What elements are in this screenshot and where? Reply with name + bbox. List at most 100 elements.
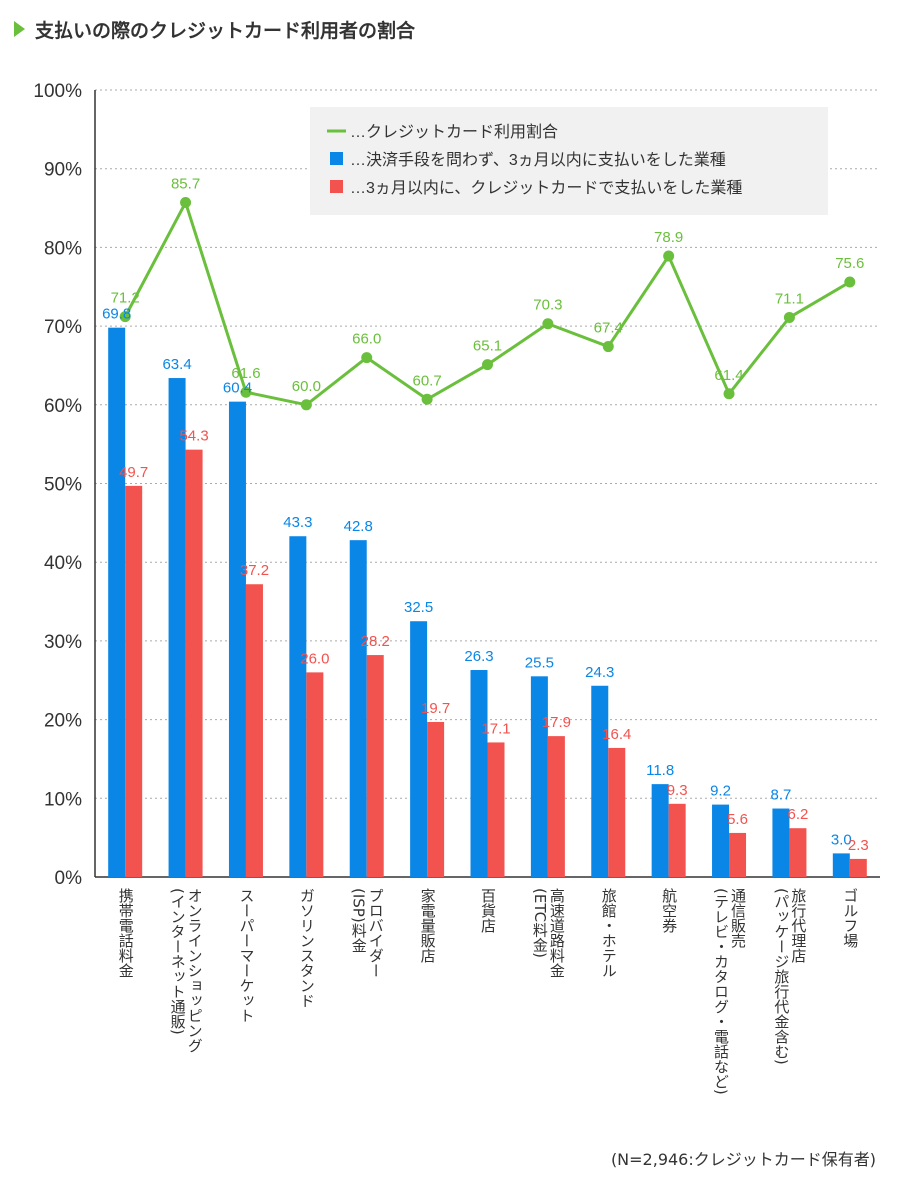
credit-ratio-label: 71.2 — [111, 290, 140, 307]
legend-square-swatch — [330, 180, 343, 193]
y-tick-label: 0% — [55, 868, 83, 889]
bar-credit — [547, 736, 565, 877]
bar-credit-label: 6.2 — [787, 806, 808, 823]
bar-total — [832, 853, 850, 877]
x-category-label: 通信販売 (テレビ・カタログ・電話など) — [712, 888, 748, 1095]
footnote: (N=2,946:クレジットカード保有者) — [610, 1150, 876, 1169]
bar-total — [410, 621, 428, 877]
bar-total — [591, 685, 609, 877]
bar-credit — [487, 742, 505, 877]
bar-total-label: 11.8 — [646, 762, 674, 779]
credit-ratio-point — [542, 318, 554, 330]
x-category-label: 百貨店 — [479, 888, 497, 933]
credit-ratio-label: 71.1 — [775, 290, 804, 307]
chart-title: 支払いの際のクレジットカード利用者の割合 — [35, 19, 416, 42]
bar-total-label: 26.3 — [464, 648, 493, 665]
credit-ratio-point — [361, 352, 373, 364]
legend-label: …クレジットカード利用割合 — [350, 123, 558, 141]
x-category-label: 旅館・ホテル — [599, 888, 618, 978]
legend-square-swatch — [330, 152, 343, 165]
y-tick-label: 30% — [44, 632, 82, 653]
legend-label: …決済手段を問わず、3ヵ月以内に支払いをした業種 — [350, 151, 726, 169]
bar-credit-label: 2.3 — [848, 837, 869, 854]
bar-credit-label: 17.9 — [542, 714, 571, 731]
credit-ratio-label: 60.7 — [413, 372, 442, 389]
credit-ratio-point — [783, 311, 795, 323]
bar-total — [108, 327, 126, 877]
credit-ratio-label: 60.0 — [292, 378, 321, 395]
x-category-label: 携帯電話料金 — [116, 888, 135, 978]
bar-total-label: 9.2 — [710, 783, 731, 800]
bar-credit — [245, 584, 263, 877]
bar-total-label: 60.4 — [223, 380, 252, 397]
y-tick-label: 10% — [44, 789, 82, 810]
bar-total-label: 24.3 — [585, 664, 614, 681]
x-category-label: 旅行代理店 (パッケージ旅行代金含む) — [772, 888, 808, 1065]
y-tick-label: 70% — [44, 317, 82, 338]
bar-total — [712, 804, 730, 877]
credit-ratio-point — [482, 359, 493, 371]
credit-ratio-point — [119, 311, 131, 323]
bar-credit-label: 9.3 — [667, 782, 688, 799]
y-tick-label: 40% — [44, 553, 82, 574]
bar-credit-label: 49.7 — [119, 464, 148, 481]
credit-ratio-point — [602, 341, 614, 353]
bar-total-label: 43.3 — [283, 514, 312, 531]
bar-total — [349, 540, 367, 877]
bar-credit — [729, 832, 747, 877]
bar-credit-label: 17.1 — [481, 720, 510, 737]
bar-total-label: 69.8 — [102, 306, 131, 323]
credit-ratio-label: 65.1 — [473, 338, 502, 355]
bar-credit-label: 16.4 — [602, 726, 631, 743]
x-category-label: オンラインショッピング (インターネット通販) — [168, 888, 204, 1053]
bar-credit — [185, 449, 203, 877]
x-category-label: ゴルフ場 — [841, 888, 860, 948]
bar-total-label: 25.5 — [525, 654, 554, 671]
bar-total-label: 8.7 — [770, 787, 791, 804]
x-category-label: ガソリンスタンド — [297, 888, 316, 1008]
bar-total — [651, 784, 669, 877]
bar-credit-label: 19.7 — [421, 700, 450, 717]
y-tick-label: 20% — [44, 711, 82, 732]
y-tick-label: 100% — [33, 81, 82, 102]
bar-credit — [366, 655, 384, 877]
bar-total-label: 42.8 — [344, 518, 373, 535]
legend-label: …3ヵ月以内に、クレジットカードで支払いをした業種 — [350, 179, 742, 197]
credit-ratio-point — [723, 388, 735, 400]
bar-credit — [608, 747, 626, 877]
credit-ratio-point — [421, 393, 433, 405]
y-tick-label: 60% — [44, 396, 82, 417]
legend-box — [310, 107, 828, 215]
bar-total-label: 32.5 — [404, 599, 433, 616]
x-category-label: 家電量販店 — [418, 888, 437, 963]
bar-credit — [668, 803, 686, 877]
credit-ratio-label: 66.0 — [352, 331, 381, 348]
x-category-label: スーパーマーケット — [237, 888, 256, 1023]
credit-ratio-label: 67.4 — [594, 320, 623, 337]
x-category-label: 高速道路料金 (ETC料金) — [530, 888, 566, 978]
bar-total — [168, 378, 186, 877]
bar-credit-label: 54.3 — [179, 428, 208, 445]
x-category-label: 航空券 — [660, 888, 679, 933]
credit-ratio-label: 78.9 — [654, 229, 683, 246]
credit-ratio-point — [663, 250, 675, 262]
bar-total — [470, 670, 488, 877]
y-tick-label: 90% — [44, 160, 82, 181]
credit-ratio-point — [844, 276, 856, 288]
bar-credit-label: 26.0 — [300, 650, 329, 667]
credit-ratio-label: 61.4 — [714, 367, 743, 384]
bar-total-label: 3.0 — [831, 831, 852, 848]
y-tick-label: 50% — [44, 475, 82, 496]
bar-credit — [427, 721, 445, 877]
bar-total — [289, 536, 307, 877]
credit-ratio-label: 70.3 — [533, 297, 562, 314]
credit-ratio-label: 85.7 — [171, 176, 200, 193]
bar-credit-label: 5.6 — [727, 811, 748, 828]
credit-ratio-point — [180, 197, 192, 209]
bar-credit — [789, 828, 807, 877]
bar-credit — [125, 485, 143, 877]
y-tick-label: 80% — [44, 238, 82, 259]
credit-ratio-label: 75.6 — [835, 255, 864, 272]
credit-ratio-label: 61.6 — [231, 365, 260, 382]
